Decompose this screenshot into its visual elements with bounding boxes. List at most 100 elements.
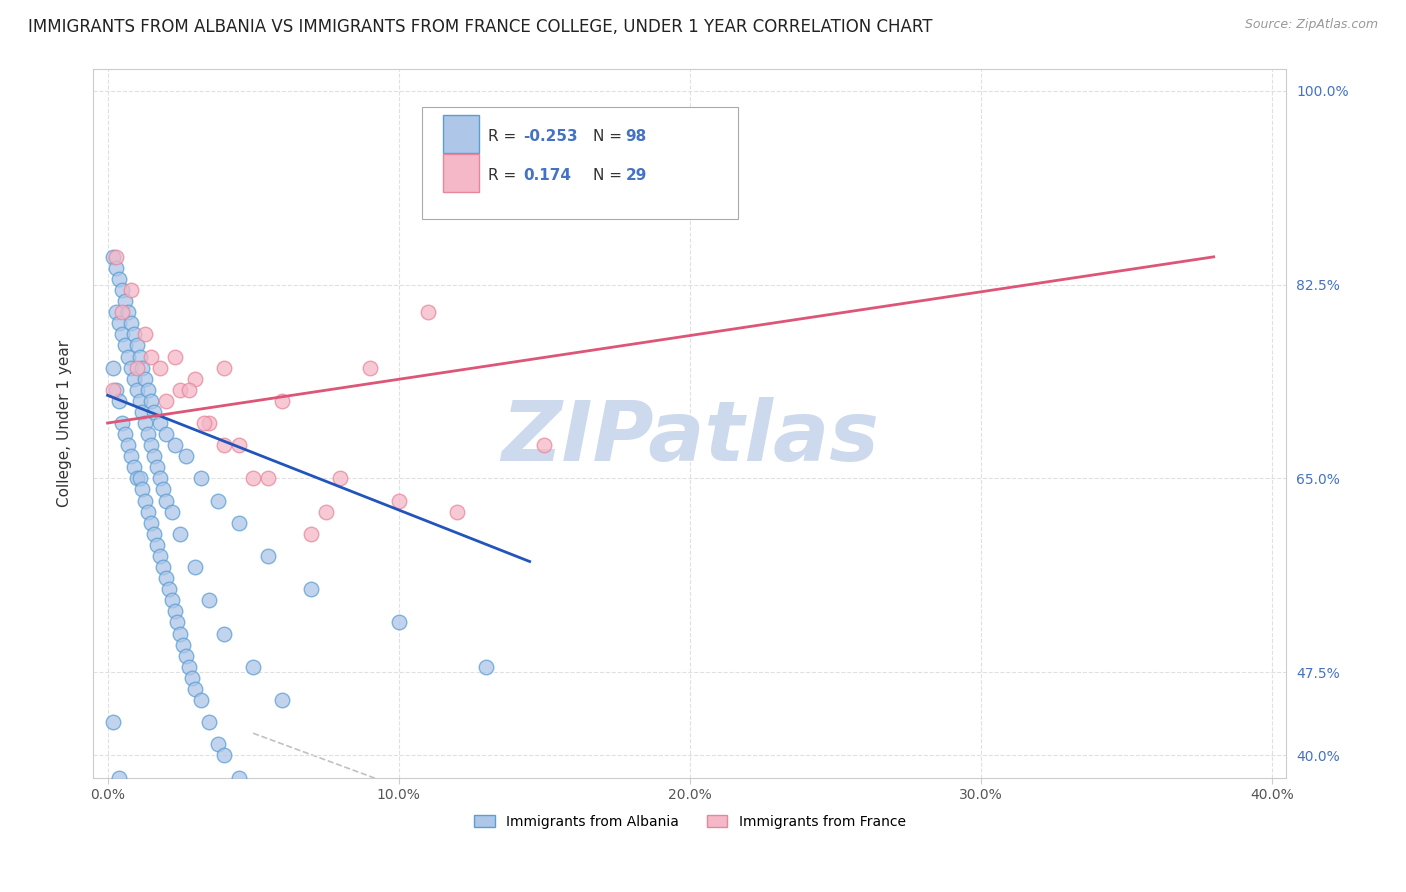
Point (160, 593, 183, 607)
Point (169, 383, 191, 397)
Point (122, 327, 145, 342)
Point (128, 471, 150, 485)
Point (117, 305, 139, 319)
Point (533, 438, 555, 452)
Point (242, 793, 264, 807)
Text: R =: R = (488, 169, 522, 183)
Point (120, 450, 142, 464)
Text: N =: N = (593, 169, 627, 183)
Point (475, 659, 498, 673)
Point (114, 294, 136, 309)
Text: IMMIGRANTS FROM ALBANIA VS IMMIGRANTS FROM FRANCE COLLEGE, UNDER 1 YEAR CORRELAT: IMMIGRANTS FROM ALBANIA VS IMMIGRANTS FR… (28, 18, 932, 36)
Point (128, 350, 150, 364)
Text: -0.253: -0.253 (523, 129, 578, 144)
Point (105, 305, 128, 319)
Point (271, 393, 294, 408)
Point (388, 493, 411, 508)
Point (128, 393, 150, 408)
Point (155, 493, 177, 508)
Point (134, 372, 156, 386)
Point (212, 748, 235, 763)
Point (111, 416, 134, 430)
Point (166, 615, 188, 630)
Point (155, 393, 177, 408)
Point (329, 471, 352, 485)
Text: 98: 98 (626, 129, 647, 144)
Point (256, 549, 278, 563)
Point (125, 471, 148, 485)
Point (111, 305, 134, 319)
Point (184, 372, 207, 386)
Point (190, 693, 212, 707)
Point (299, 859, 322, 873)
Point (193, 416, 215, 430)
Point (207, 737, 229, 751)
Point (146, 538, 169, 552)
Point (160, 505, 183, 519)
Text: Source: ZipAtlas.com: Source: ZipAtlas.com (1244, 18, 1378, 31)
Point (152, 560, 174, 574)
Point (149, 416, 172, 430)
Point (315, 505, 337, 519)
Point (242, 659, 264, 673)
Point (446, 505, 468, 519)
Text: R =: R = (488, 129, 522, 144)
Point (136, 383, 159, 397)
Point (103, 383, 125, 397)
Point (143, 405, 166, 419)
Point (155, 427, 177, 442)
Point (242, 471, 264, 485)
Point (103, 360, 125, 375)
Point (329, 881, 352, 892)
Point (228, 771, 250, 785)
Point (177, 383, 200, 397)
Legend: Immigrants from Albania, Immigrants from France: Immigrants from Albania, Immigrants from… (468, 809, 911, 834)
Point (299, 582, 322, 597)
Point (149, 360, 172, 375)
Point (131, 483, 153, 497)
Text: 29: 29 (626, 169, 647, 183)
Point (212, 438, 235, 452)
Point (141, 438, 163, 452)
Point (103, 715, 125, 730)
Point (108, 316, 131, 330)
Point (184, 681, 207, 696)
Point (122, 372, 145, 386)
Point (359, 360, 381, 375)
Point (125, 360, 148, 375)
Point (157, 582, 180, 597)
Point (131, 405, 153, 419)
Point (105, 250, 128, 264)
Point (141, 350, 163, 364)
Point (120, 316, 142, 330)
Point (163, 350, 186, 364)
Point (228, 438, 250, 452)
Point (149, 549, 172, 563)
Point (134, 327, 156, 342)
Point (155, 571, 177, 585)
Point (136, 505, 159, 519)
Point (169, 626, 191, 640)
Point (169, 526, 191, 541)
Point (181, 671, 204, 685)
Point (125, 383, 148, 397)
Text: N =: N = (593, 129, 627, 144)
Point (111, 327, 134, 342)
Point (271, 837, 294, 851)
Point (228, 516, 250, 530)
Point (152, 483, 174, 497)
Point (299, 526, 322, 541)
Point (198, 715, 221, 730)
Point (134, 416, 156, 430)
Point (416, 305, 439, 319)
Point (143, 526, 166, 541)
Point (198, 593, 221, 607)
Point (117, 350, 139, 364)
Point (105, 383, 128, 397)
Point (207, 493, 229, 508)
Point (149, 471, 172, 485)
Point (141, 516, 163, 530)
Point (108, 272, 131, 286)
Point (271, 693, 294, 707)
Point (172, 638, 194, 652)
